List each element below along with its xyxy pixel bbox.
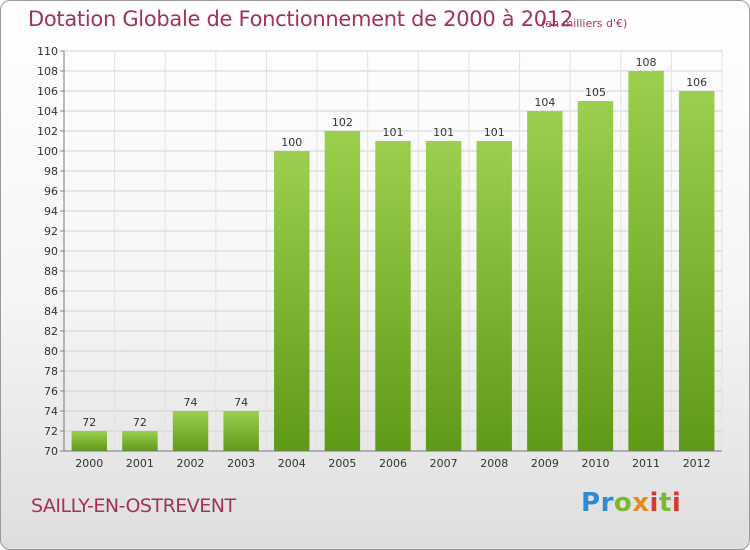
y-tick-label: 72	[44, 425, 58, 438]
proxiti-logo[interactable]: Proxiti	[581, 488, 682, 518]
x-tick-label-2000: 2000	[75, 457, 103, 470]
y-tick-label: 84	[44, 305, 58, 318]
y-tick-label: 96	[44, 185, 58, 198]
y-tick-label: 82	[44, 325, 58, 338]
x-tick-label-2009: 2009	[531, 457, 559, 470]
x-tick-label-2003: 2003	[227, 457, 255, 470]
y-tick-label: 100	[37, 145, 58, 158]
data-label-2011: 108	[636, 56, 657, 69]
data-label-2009: 104	[534, 96, 555, 109]
y-tick-label: 102	[37, 125, 58, 138]
x-tick-label-2005: 2005	[328, 457, 356, 470]
x-tick-label-2011: 2011	[632, 457, 660, 470]
y-tick-label: 92	[44, 225, 58, 238]
bars	[71, 71, 715, 451]
data-label-2001: 72	[133, 416, 147, 429]
data-label-2006: 101	[383, 126, 404, 139]
bar-2007[interactable]	[425, 141, 462, 451]
bar-2001[interactable]	[122, 431, 158, 451]
bar-2000[interactable]	[71, 431, 108, 451]
x-tick-label-2006: 2006	[379, 457, 407, 470]
city-name: SAILLY-EN-OSTREVENT	[31, 495, 236, 517]
bar-2006[interactable]	[375, 141, 411, 451]
y-tick-label: 104	[37, 105, 58, 118]
data-label-2010: 105	[585, 86, 606, 99]
bar-2004[interactable]	[274, 151, 310, 451]
data-label-2007: 101	[433, 126, 454, 139]
y-tick-label: 90	[44, 245, 58, 258]
data-label-2008: 101	[484, 126, 505, 139]
data-label-2000: 72	[82, 416, 96, 429]
y-tick-label: 80	[44, 345, 58, 358]
chart-unit: (en milliers d'€)	[541, 17, 628, 30]
x-tick-label-2012: 2012	[683, 457, 711, 470]
bar-2011[interactable]	[628, 71, 664, 451]
y-tick-label: 108	[37, 65, 58, 78]
y-tick-label: 74	[44, 405, 58, 418]
x-tick-label-2010: 2010	[581, 457, 609, 470]
x-tick-label-2008: 2008	[480, 457, 508, 470]
y-tick-label: 78	[44, 365, 58, 378]
y-tick-label: 106	[37, 85, 58, 98]
y-tick-label: 110	[37, 45, 58, 58]
x-tick-label-2001: 2001	[126, 457, 154, 470]
y-tick-label: 98	[44, 165, 58, 178]
data-label-2002: 74	[184, 396, 198, 409]
labels: 70 72 74 76 78 80 82 84 86 88 90 92 94 96 98 100 102 104 1…	[37, 45, 711, 470]
x-tick-label-2007: 2007	[430, 457, 458, 470]
bar-2002[interactable]	[172, 411, 209, 451]
chart-title: Dotation Globale de Fonctionnement de 20…	[28, 7, 573, 31]
y-tick-label: 86	[44, 285, 58, 298]
bar-2005[interactable]	[324, 131, 361, 451]
x-tick-label-2002: 2002	[177, 457, 205, 470]
data-label-2005: 102	[332, 116, 353, 129]
x-tick-label-2004: 2004	[278, 457, 306, 470]
bar-2010[interactable]	[577, 101, 614, 451]
bar-2009[interactable]	[527, 111, 563, 451]
y-tick-label: 76	[44, 385, 58, 398]
bar-2003[interactable]	[223, 411, 259, 451]
bar-2012[interactable]	[678, 91, 715, 451]
data-label-2003: 74	[234, 396, 248, 409]
data-label-2012: 106	[686, 76, 707, 89]
data-label-2004: 100	[281, 136, 302, 149]
bar-2008[interactable]	[476, 141, 512, 451]
y-tick-label: 88	[44, 265, 58, 278]
y-tick-label: 94	[44, 205, 58, 218]
y-tick-label: 70	[44, 445, 58, 458]
axes	[60, 50, 722, 452]
